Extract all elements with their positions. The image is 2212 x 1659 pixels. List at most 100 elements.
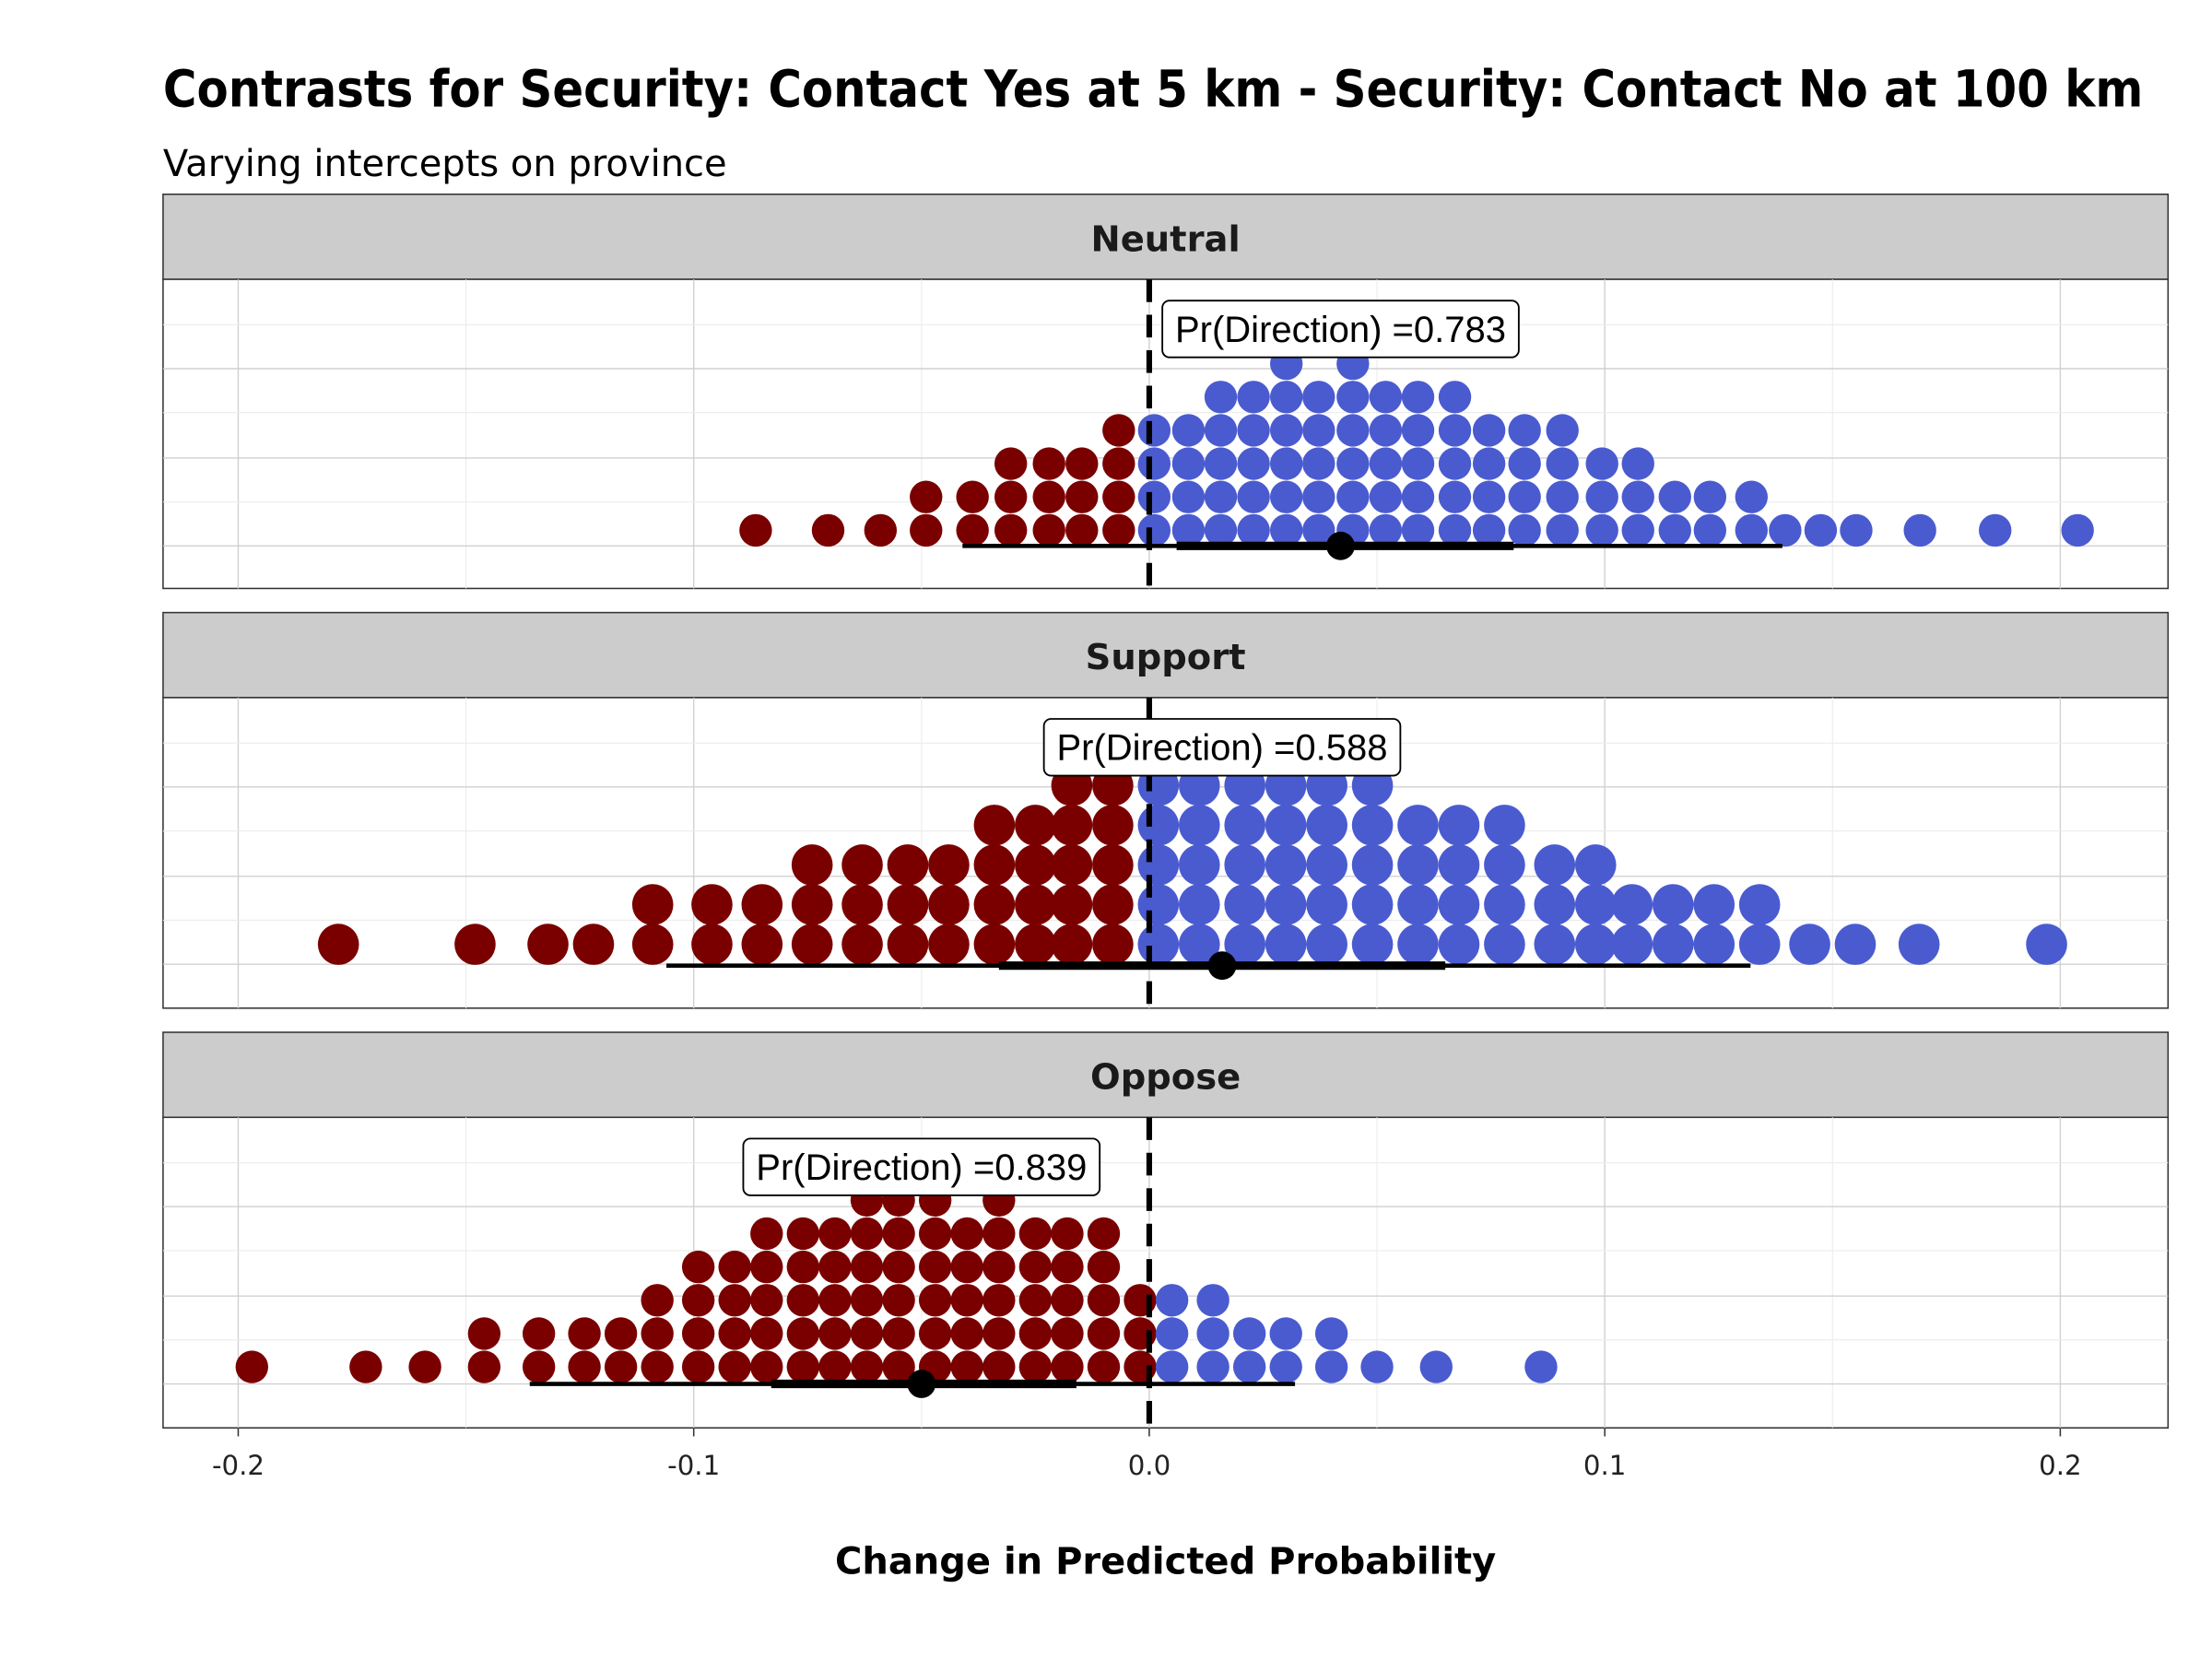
direction-label: Pr(Direction) =0.588 (1056, 728, 1387, 769)
dot (882, 1250, 915, 1284)
dot (1204, 480, 1238, 513)
dot (1269, 414, 1303, 447)
dot (1789, 924, 1830, 965)
dot (641, 1284, 674, 1317)
dot (1438, 381, 1472, 414)
dot (1302, 447, 1335, 480)
dot (1508, 480, 1541, 513)
dot (1178, 844, 1220, 886)
dot (910, 513, 943, 547)
facet-strip-label: Support (1086, 637, 1246, 678)
dot (1137, 414, 1171, 447)
dot (882, 1284, 915, 1317)
dot (750, 1317, 783, 1350)
dot (1438, 924, 1480, 965)
point-estimate (1207, 951, 1237, 981)
dot (1102, 513, 1135, 547)
dot (1738, 924, 1781, 965)
facet-strip-label: Oppose (1090, 1057, 1241, 1099)
dot (1574, 844, 1617, 886)
dot (1336, 447, 1370, 480)
facet-strip (162, 194, 2170, 280)
dot (973, 805, 1016, 846)
dot (1351, 924, 1394, 965)
dot (1306, 924, 1347, 965)
dot (1524, 1350, 1558, 1383)
dot (1051, 1250, 1084, 1284)
direction-label-box (742, 1137, 1101, 1196)
dot (818, 1317, 852, 1350)
dot (1137, 480, 1171, 513)
dot (882, 1317, 915, 1350)
dot (1051, 1217, 1084, 1251)
dot (850, 1317, 884, 1350)
dot (1102, 447, 1135, 480)
direction-label-box (1161, 300, 1520, 359)
dot (718, 1284, 751, 1317)
facet-oppose: Oppose Pr(Direction) =0.839 (162, 1031, 2170, 1430)
dot (1302, 381, 1335, 414)
dot (850, 1350, 884, 1383)
dot (1438, 844, 1480, 886)
dot (1804, 513, 1838, 547)
dot (681, 1350, 715, 1383)
dot (1051, 844, 1093, 886)
dot (1546, 414, 1579, 447)
dot (1621, 480, 1654, 513)
dot (1155, 1317, 1189, 1350)
dot (349, 1350, 382, 1383)
dot (1574, 884, 1617, 925)
dot (718, 1317, 751, 1350)
dot (1401, 480, 1435, 513)
dot (1534, 884, 1576, 925)
dot (928, 924, 970, 965)
dot (1269, 1350, 1302, 1383)
dot (1314, 1317, 1348, 1350)
dot (1015, 884, 1056, 925)
dot (1204, 381, 1238, 414)
dot (739, 513, 772, 547)
x-tick-label: -0.2 (212, 1450, 265, 1481)
dot (1137, 924, 1180, 965)
dot (1472, 447, 1506, 480)
dot (467, 1350, 501, 1383)
dot (1314, 1350, 1348, 1383)
dot (741, 924, 783, 965)
dot (1178, 924, 1220, 965)
dot (1336, 414, 1370, 447)
dot (604, 1350, 638, 1383)
dot (681, 1317, 715, 1350)
dot (1137, 884, 1180, 925)
dot (1265, 884, 1307, 925)
dot (467, 1317, 501, 1350)
chart-subtitle: Varying intercepts on province (163, 143, 727, 185)
dot (1693, 884, 1735, 925)
dot (1137, 513, 1171, 547)
dot (1336, 381, 1370, 414)
dot (631, 924, 674, 965)
dot (568, 1350, 601, 1383)
dot (1051, 1350, 1084, 1383)
dot (641, 1350, 674, 1383)
dot (1397, 844, 1439, 886)
dot (850, 1284, 884, 1317)
dot (1898, 924, 1940, 965)
dot (994, 480, 1028, 513)
dot (982, 1284, 1016, 1317)
dot (887, 844, 929, 886)
dot (235, 1350, 268, 1383)
dot (818, 1284, 852, 1317)
dot (841, 844, 883, 886)
dot (1092, 924, 1134, 965)
dot (1204, 513, 1238, 547)
dot (982, 1217, 1016, 1251)
dot (1269, 447, 1303, 480)
dot (1438, 513, 1472, 547)
dot (1693, 480, 1727, 513)
dot (1585, 480, 1618, 513)
dot (882, 1217, 915, 1251)
dot (928, 844, 970, 886)
dot (1840, 513, 1873, 547)
dot (1534, 844, 1576, 886)
dot (1051, 1284, 1084, 1317)
